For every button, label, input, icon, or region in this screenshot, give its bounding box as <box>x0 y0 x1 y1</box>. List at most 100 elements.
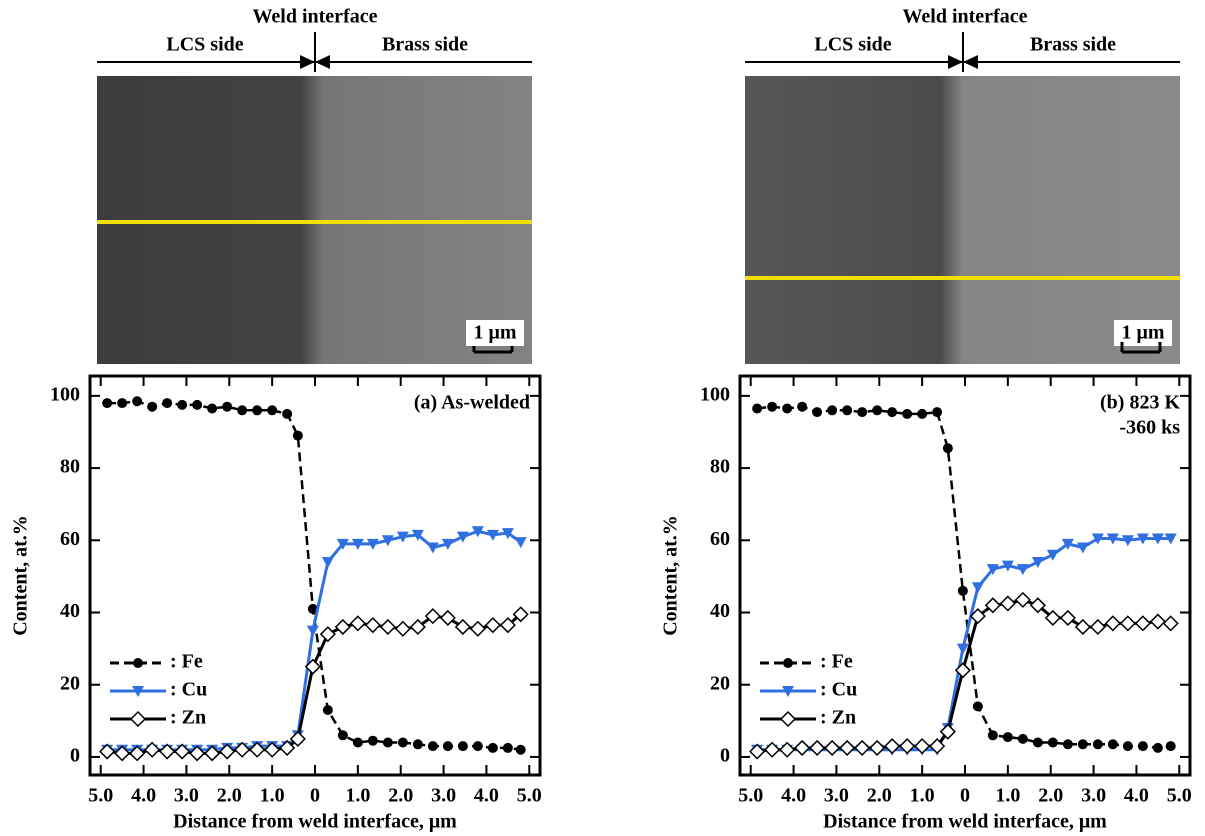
y-axis-label: Content, at.% <box>660 515 682 636</box>
marker <box>189 745 206 762</box>
x-tick-label: 4.0 <box>131 785 156 807</box>
marker <box>352 737 363 748</box>
x-tick-label: 0 <box>310 785 320 807</box>
marker <box>322 705 333 716</box>
marker <box>159 743 176 760</box>
marker <box>396 531 409 543</box>
marker <box>349 615 366 632</box>
x-tick-label: 4.0 <box>1124 785 1149 807</box>
marker <box>1104 615 1121 632</box>
marker <box>304 658 321 675</box>
marker <box>899 738 916 755</box>
marker <box>809 739 826 756</box>
marker <box>767 401 778 412</box>
marker <box>501 528 514 540</box>
marker <box>956 643 969 655</box>
legend-marker <box>779 710 797 728</box>
marker <box>394 620 411 637</box>
scale-label: 1 μm <box>474 322 517 344</box>
marker <box>987 730 998 741</box>
marker <box>439 609 456 626</box>
marker <box>514 537 527 549</box>
marker <box>409 618 426 636</box>
marker <box>824 739 841 756</box>
marker <box>129 745 146 762</box>
micrograph: 1 μm Weld interface LCS side Brass side <box>745 6 1180 364</box>
marker <box>292 430 303 441</box>
x-tick-label: 2.0 <box>388 785 413 807</box>
x-tick-label: 5.0 <box>738 785 763 807</box>
marker <box>1106 533 1119 545</box>
marker <box>1032 737 1043 748</box>
marker <box>1122 741 1133 752</box>
marker <box>794 739 811 756</box>
marker <box>144 741 161 758</box>
plot-frame <box>738 374 1192 777</box>
scale-bg <box>466 320 524 346</box>
marker <box>914 738 931 755</box>
marker <box>469 620 486 637</box>
marker <box>424 608 441 625</box>
marker <box>1077 739 1088 750</box>
x-tick-label: 2.0 <box>217 785 242 807</box>
marker <box>237 405 248 416</box>
marker <box>986 564 999 576</box>
marker <box>999 595 1016 612</box>
marker <box>471 526 484 538</box>
marker <box>204 745 221 762</box>
marker <box>1029 597 1046 614</box>
marker <box>219 743 236 760</box>
y-tick-label: 20 <box>60 672 80 694</box>
marker <box>441 538 454 550</box>
marker <box>1044 609 1061 626</box>
marker <box>1059 609 1076 626</box>
marker <box>749 743 766 760</box>
marker <box>267 405 278 416</box>
y-tick-label: 0 <box>70 745 80 767</box>
x-axis-label: Distance from weld interface, μm <box>823 811 1107 833</box>
marker <box>957 585 968 596</box>
marker <box>99 743 116 760</box>
marker <box>827 405 838 416</box>
marker <box>1061 538 1074 550</box>
marker <box>411 529 424 541</box>
annotation: (a) As-welded <box>414 392 530 414</box>
x-tick-label: 3.0 <box>1081 785 1106 807</box>
x-tick-label: 5.0 <box>88 785 113 807</box>
arrow-head <box>948 55 978 69</box>
y-axis-label: Content, at.% <box>10 515 32 636</box>
marker <box>336 538 349 550</box>
marker <box>379 618 396 636</box>
marker <box>752 403 763 414</box>
marker <box>279 739 296 756</box>
y-tick-label: 80 <box>60 456 80 478</box>
marker <box>954 662 971 679</box>
marker <box>1002 732 1013 743</box>
marker <box>1092 739 1103 750</box>
marker <box>839 739 856 756</box>
marker <box>367 735 378 746</box>
marker <box>321 556 334 568</box>
marker <box>854 739 871 756</box>
side-label: LCS side <box>166 34 243 56</box>
marker <box>939 723 956 740</box>
marker <box>1017 733 1028 744</box>
marker <box>812 407 823 418</box>
marker <box>779 741 796 758</box>
marker <box>1151 533 1164 545</box>
marker <box>264 741 281 758</box>
marker <box>319 626 336 643</box>
marker <box>502 742 513 753</box>
x-tick-label: 1.0 <box>995 785 1020 807</box>
marker <box>1089 618 1106 636</box>
legend-label: : Cu <box>170 679 207 701</box>
marker <box>857 407 868 418</box>
marker <box>1152 742 1163 753</box>
marker <box>162 398 173 409</box>
marker <box>1119 615 1136 632</box>
marker <box>842 405 853 416</box>
marker <box>1076 542 1089 554</box>
arrow-head <box>300 55 330 69</box>
marker <box>872 405 883 416</box>
